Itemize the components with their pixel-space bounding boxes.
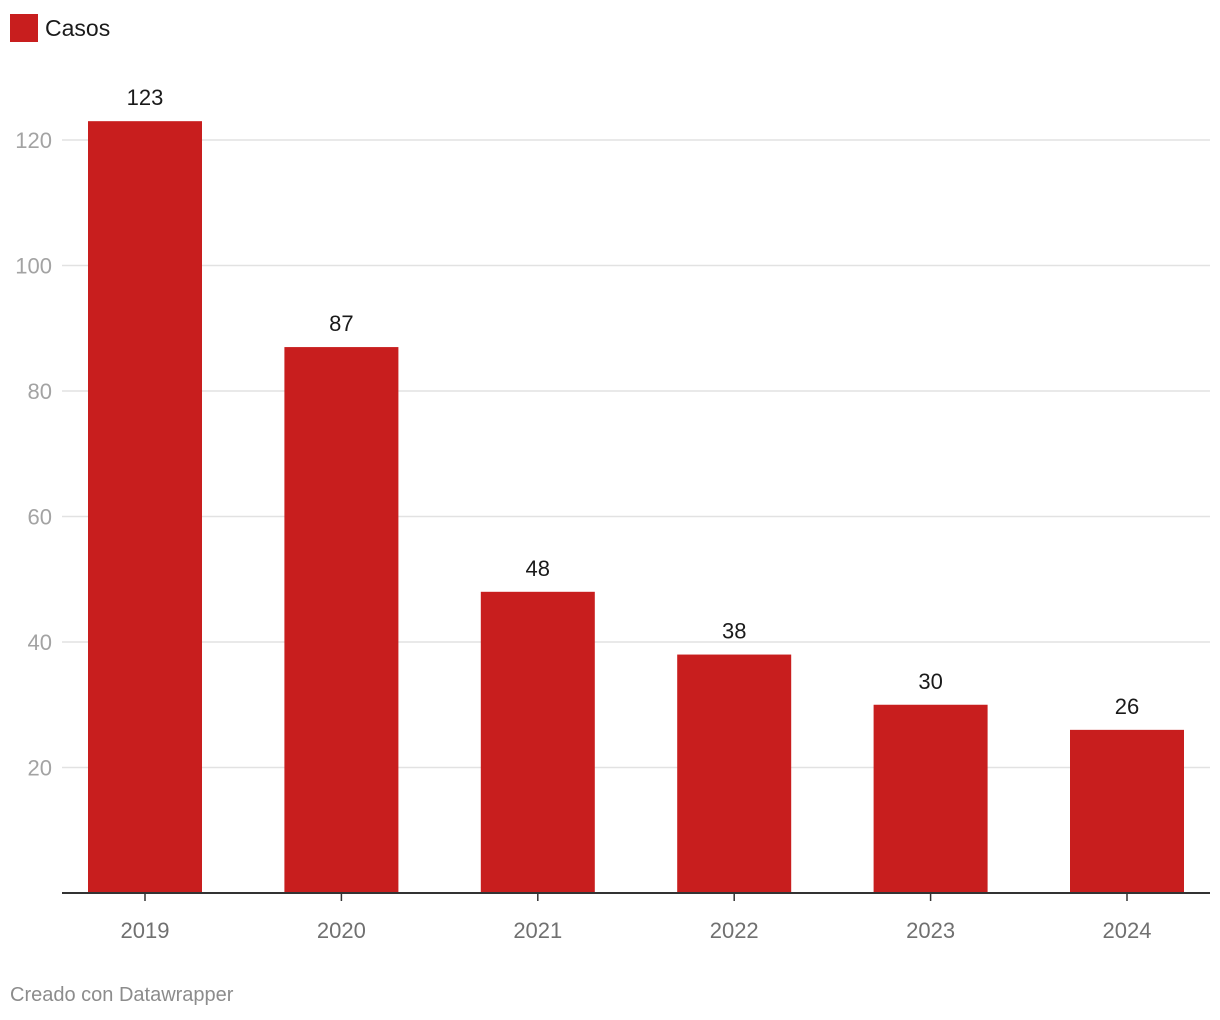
bar-2021 bbox=[480, 591, 595, 893]
y-tick-label-80: 80 bbox=[28, 379, 52, 404]
bar-2019 bbox=[88, 121, 202, 894]
bar-2024 bbox=[1070, 729, 1184, 893]
data-label-2023: 30 bbox=[918, 669, 942, 694]
data-label-2021: 48 bbox=[526, 556, 550, 581]
y-tick-label-60: 60 bbox=[28, 505, 52, 530]
footer-credit: Creado con Datawrapper bbox=[10, 984, 234, 1006]
x-tick-label-2020: 2020 bbox=[317, 918, 366, 943]
x-tick-label-2022: 2022 bbox=[710, 918, 759, 943]
legend-label-casos: Casos bbox=[45, 14, 111, 41]
y-tick-label-100: 100 bbox=[15, 254, 52, 279]
bar-2023 bbox=[873, 704, 988, 893]
y-tick-label-20: 20 bbox=[28, 756, 52, 781]
x-tick-label-2024: 2024 bbox=[1103, 918, 1152, 943]
y-tick-label-120: 120 bbox=[15, 128, 52, 153]
x-tick-label-2023: 2023 bbox=[906, 918, 955, 943]
data-label-2020: 87 bbox=[329, 311, 353, 336]
bar-2020 bbox=[284, 347, 399, 893]
x-tick-label-2019: 2019 bbox=[121, 918, 170, 943]
data-label-2019: 123 bbox=[127, 85, 164, 110]
data-label-2024: 26 bbox=[1115, 694, 1139, 719]
y-tick-label-40: 40 bbox=[28, 630, 52, 655]
legend: Casos bbox=[10, 13, 110, 43]
bar-2022 bbox=[677, 654, 792, 893]
legend-swatch-casos bbox=[10, 14, 38, 42]
x-tick-label-2021: 2021 bbox=[513, 918, 562, 943]
data-label-2022: 38 bbox=[722, 619, 746, 644]
